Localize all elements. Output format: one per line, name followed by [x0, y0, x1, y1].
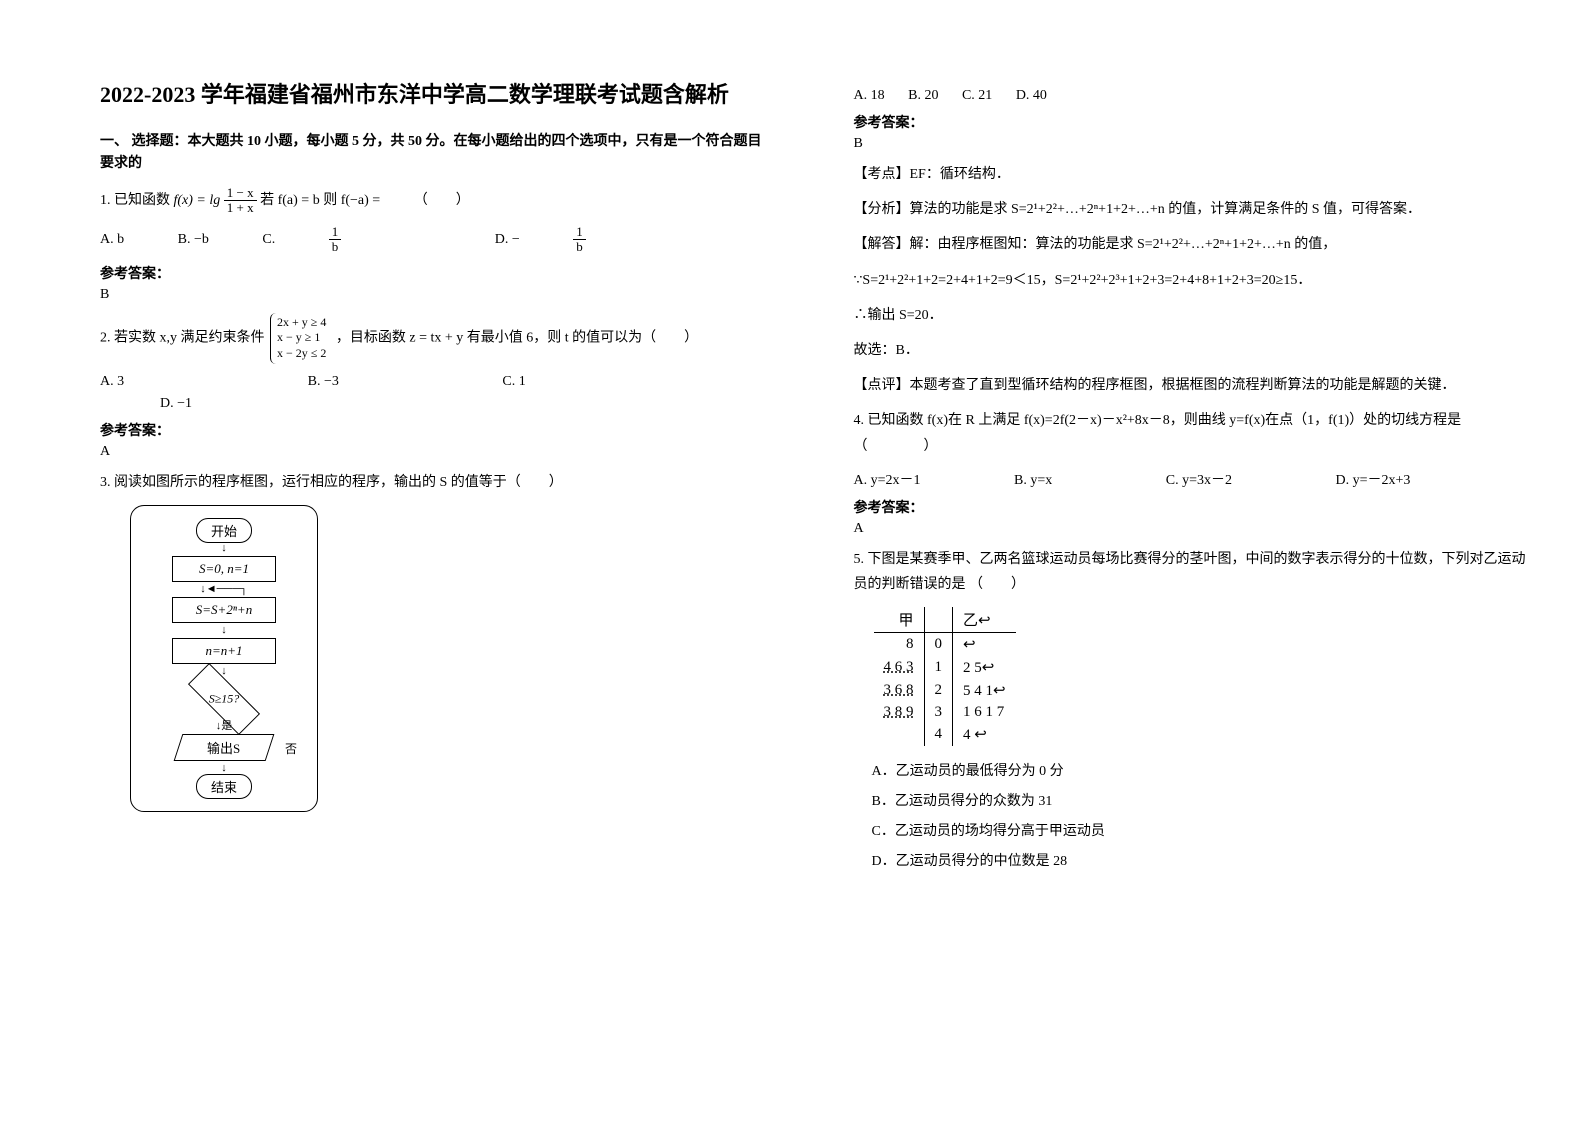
q4-optC: C. y=3x－2	[1166, 469, 1232, 489]
q1-fx: f(x) = lg	[174, 193, 221, 208]
q5-optB: B．乙运动员得分的众数为 31	[872, 790, 1528, 810]
q3-optC: C. 21	[962, 88, 992, 104]
q1-ans: B	[100, 287, 774, 303]
q2-optC: C. 1	[502, 374, 525, 390]
page-title: 2022-2023 学年福建省福州市东洋中学高二数学理联考试题含解析	[100, 80, 774, 111]
q3-jieda: 【解答】解：由程序框图知：算法的功能是求 S=2¹+2²+…+2ⁿ+1+2+…+…	[854, 232, 1528, 257]
q2-constraints: 2x + y ≥ 4 x − y ≥ 1 x − 2y ≤ 2	[270, 313, 330, 364]
q2-ans: A	[100, 444, 774, 460]
q3-sol-line2: ∵S=2¹+2²+1+2=2+4+1+2=9＜15，S=2¹+2²+2³+1+2…	[854, 268, 1528, 293]
arrow-icon: ↓是	[139, 721, 309, 732]
q3-optA: A. 18	[854, 88, 885, 104]
stem-leaf-table: 甲 乙↩ 80↩ 4 6 312 5↩ 3 6 825 4 1↩ 3 8 931…	[874, 607, 1016, 746]
table-row: 4 6 312 5↩	[874, 656, 1016, 679]
question-1: 1. 已知函数 f(x) = lg 1 − x 1 + x 若 f(a) = b…	[100, 186, 774, 216]
flow-box-init: S=0, n=1	[172, 556, 276, 582]
q3-sol-line3: ∴输出 S=20．	[854, 303, 1528, 328]
flowchart: 开始 ↓ S=0, n=1 ↓◄───┐ S=S+2ⁿ+n ↓ n=n+1 ↓ …	[100, 505, 318, 812]
q3-dianping: 【点评】本题考查了直到型循环结构的程序框图，根据框图的流程判断算法的功能是解题的…	[854, 373, 1528, 398]
q4-optA: A. y=2x－1	[854, 469, 921, 489]
flow-start: 开始	[196, 518, 252, 543]
arrow-icon: ↓◄───┐	[139, 584, 309, 595]
question-3: 3. 阅读如图所示的程序框图，运行相应的程序，输出的 S 的值等于（ ）	[100, 470, 774, 495]
q1-prefix: 1. 已知函数	[100, 193, 170, 208]
q5-optC: C．乙运动员的场均得分高于甲运动员	[872, 820, 1528, 840]
q1-optC: C. 1b	[262, 225, 441, 255]
q2-ans-label: 参考答案：	[100, 420, 774, 440]
flow-no-label: 否	[285, 740, 297, 757]
q1-ans-label: 参考答案：	[100, 263, 774, 283]
q1-optB: B. −b	[178, 232, 209, 248]
q1-options: A. b B. −b C. 1b D. − 1b	[100, 225, 774, 255]
q4-ans-label: 参考答案：	[854, 497, 1528, 517]
q4-options: A. y=2x－1 B. y=x C. y=3x－2 D. y=－2x+3	[854, 469, 1528, 489]
q4-optB: B. y=x	[1014, 473, 1052, 489]
arrow-icon: ↓	[139, 763, 309, 774]
arrow-icon: ↓	[139, 666, 309, 677]
stem-head-right: 乙↩	[953, 607, 1016, 633]
q1-frac: 1 − x 1 + x	[224, 186, 257, 216]
table-row: 3 8 931 6 1 7	[874, 702, 1016, 723]
q3-sol-line4: 故选：B．	[854, 338, 1528, 363]
flow-decision: S≥15?	[179, 681, 269, 717]
q3-ans-label: 参考答案：	[854, 112, 1528, 132]
q1-blank: （ ）	[414, 193, 470, 208]
stem-head-left: 甲	[874, 607, 925, 633]
q3-fenxi: 【分析】算法的功能是求 S=2¹+2²+…+2ⁿ+1+2+…+n 的值，计算满足…	[854, 197, 1528, 222]
q2-options: A. 3 B. −3 C. 1 D. −1	[100, 374, 774, 412]
question-4: 4. 已知函数 f(x)在 R 上满足 f(x)=2f(2－x)－x²+8x－8…	[854, 408, 1528, 458]
arrow-icon: ↓	[139, 625, 309, 636]
table-row: 44 ↩	[874, 723, 1016, 746]
q2-optB: B. −3	[308, 374, 339, 390]
q3-options: A. 18 B. 20 C. 21 D. 40	[854, 88, 1528, 104]
q4-ans: A	[854, 521, 1528, 537]
q2-optA: A. 3	[100, 374, 124, 390]
arrow-icon: ↓	[139, 543, 309, 554]
q4-optD: D. y=－2x+3	[1335, 469, 1410, 489]
flow-end: 结束	[196, 774, 252, 799]
question-5: 5. 下图是某赛季甲、乙两名篮球运动员每场比赛得分的茎叶图，中间的数字表示得分的…	[854, 547, 1528, 597]
q1-optA: A. b	[100, 232, 124, 248]
table-row: 80↩	[874, 633, 1016, 657]
flow-box-sum: S=S+2ⁿ+n	[172, 597, 276, 623]
q3-optB: B. 20	[908, 88, 938, 104]
q2-optD: D. −1	[160, 396, 774, 412]
q1-optD: D. − 1b	[495, 225, 686, 255]
question-2: 2. 若实数 x,y 满足约束条件 2x + y ≥ 4 x − y ≥ 1 x…	[100, 313, 774, 364]
q3-kaodian: 【考点】EF：循环结构．	[854, 162, 1528, 187]
q3-ans: B	[854, 136, 1528, 152]
q5-optD: D．乙运动员得分的中位数是 28	[872, 850, 1528, 870]
q2-prefix: 2. 若实数 x,y 满足约束条件	[100, 330, 265, 345]
q3-optD: D. 40	[1016, 88, 1047, 104]
flow-box-incr: n=n+1	[172, 638, 276, 664]
section1-head: 一、 选择题：本大题共 10 小题，每小题 5 分，共 50 分。在每小题给出的…	[100, 131, 774, 176]
q2-suffix: ，目标函数 z = tx + y 有最小值 6，则 t 的值可以为（ ）	[336, 330, 698, 345]
q5-optA: A．乙运动员的最低得分为 0 分	[872, 760, 1528, 780]
table-row: 3 6 825 4 1↩	[874, 679, 1016, 702]
flow-output: 输出S	[174, 734, 275, 761]
q1-cond: 若 f(a) = b 则 f(−a) =	[260, 193, 380, 208]
